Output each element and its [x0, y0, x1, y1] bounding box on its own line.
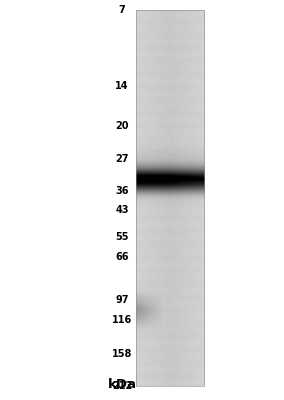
Bar: [136, 10, 204, 386]
Text: 97: 97: [115, 295, 129, 305]
Text: 36: 36: [115, 186, 129, 196]
Text: 14: 14: [115, 82, 129, 92]
Text: 27: 27: [115, 154, 129, 164]
Text: 116: 116: [112, 314, 132, 324]
Text: 43: 43: [115, 205, 129, 215]
Text: 55: 55: [115, 232, 129, 242]
Text: 158: 158: [112, 348, 132, 358]
Text: 7: 7: [119, 5, 126, 15]
Text: 212: 212: [112, 381, 132, 391]
Text: kDa: kDa: [108, 378, 137, 391]
Text: 20: 20: [115, 121, 129, 131]
Text: 66: 66: [115, 252, 129, 262]
